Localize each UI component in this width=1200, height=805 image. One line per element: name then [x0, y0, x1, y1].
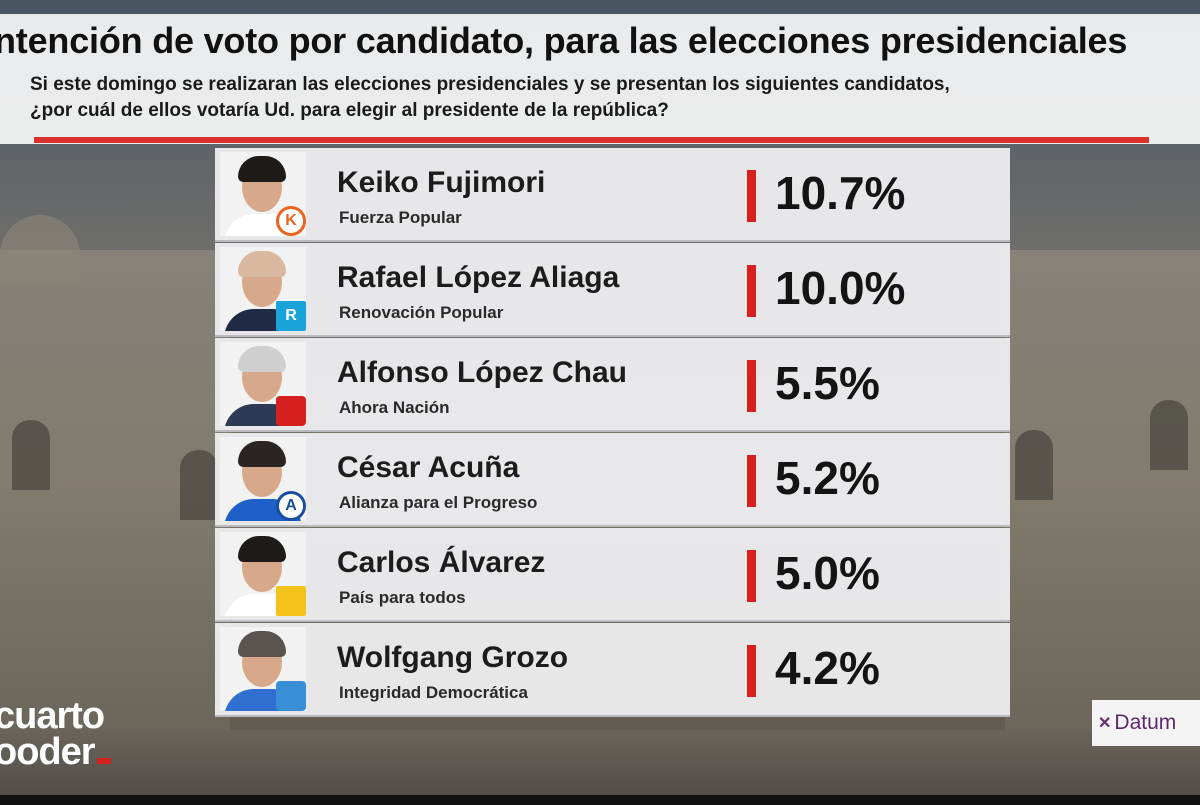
vote-percentage: 10.0% [775, 262, 906, 314]
candidate-photo: R [220, 247, 306, 331]
candidate-name: Rafael López Aliaga [337, 261, 620, 294]
candidate-photo [220, 627, 306, 711]
channel-logo-line-2: ooder [0, 731, 111, 773]
party-name: Integridad Democrática [339, 683, 528, 702]
candidate-photo-hair [238, 156, 286, 182]
vote-percentage: 5.2% [775, 452, 880, 504]
candidate-row: Wolfgang Grozo Integridad Democrática 4.2% [215, 623, 1010, 717]
party-name: Fuerza Popular [339, 208, 462, 227]
party-logo-icon [276, 396, 306, 426]
party-name: Alianza para el Progreso [339, 493, 538, 512]
channel-logo-word: ooder [0, 731, 96, 773]
candidate-photo-hair [238, 251, 286, 277]
pollster-logo: ✕ Datum [1092, 700, 1200, 746]
vote-percentage: 10.7% [775, 167, 906, 219]
building-window [1150, 400, 1188, 470]
vote-percentage: 5.0% [775, 547, 880, 599]
subtitle-line-1: Si este domingo se realizaran las elecci… [30, 74, 950, 95]
candidate-photo-hair [238, 631, 286, 657]
value-marker [747, 170, 756, 222]
party-logo-icon [276, 586, 306, 616]
candidate-name: César Acuña [337, 451, 520, 484]
vote-percentage: 4.2% [775, 642, 880, 694]
candidate-row: Carlos Álvarez País para todos 5.0% [215, 528, 1010, 622]
subtitle-line-2: ¿por cuál de ellos votaría Ud. para eleg… [30, 100, 669, 121]
candidate-name: Alfonso López Chau [337, 356, 627, 389]
building-window [180, 450, 218, 520]
value-marker [747, 550, 756, 602]
candidate-name: Carlos Álvarez [337, 546, 546, 579]
building-window [12, 420, 50, 490]
candidate-photo: A [220, 437, 306, 521]
channel-logo-line-1: cuarto [0, 695, 105, 737]
candidate-photo: K [220, 152, 306, 236]
building-left [0, 250, 230, 805]
candidate-photo-hair [238, 346, 286, 372]
party-logo-icon: A [276, 491, 306, 521]
party-logo-icon [276, 681, 306, 711]
party-logo-icon: K [276, 206, 306, 236]
candidate-name: Keiko Fujimori [337, 166, 546, 199]
building-window [1015, 430, 1053, 500]
building-dome [0, 215, 80, 285]
candidate-row: A César Acuña Alianza para el Progreso 5.2% [215, 433, 1010, 527]
chart-subtitle: Si este domingo se realizaran las elecci… [30, 72, 1180, 124]
party-name: Renovación Popular [339, 303, 504, 322]
value-marker [747, 645, 756, 697]
channel-logo: cuarto ooder [0, 695, 111, 773]
candidate-photo-hair [238, 536, 286, 562]
candidate-photo [220, 342, 306, 426]
candidate-photo-hair [238, 441, 286, 467]
datum-icon: ✕ [1098, 715, 1112, 732]
value-marker [747, 360, 756, 412]
channel-logo-dot [96, 758, 111, 764]
value-marker [747, 265, 756, 317]
candidate-photo [220, 532, 306, 616]
title-underline [34, 137, 1149, 143]
candidate-name: Wolfgang Grozo [337, 641, 569, 674]
candidate-row: R Rafael López Aliaga Renovación Popular 10… [215, 243, 1010, 337]
value-marker [747, 455, 756, 507]
party-logo-icon: R [276, 301, 306, 331]
chart-title: ntención de voto por candidato, para las… [0, 20, 1128, 61]
candidate-row: Alfonso López Chau Ahora Nación 5.5% [215, 338, 1010, 432]
pollster-name: Datum [1114, 711, 1177, 734]
party-name: Ahora Nación [339, 398, 450, 417]
party-name: País para todos [339, 588, 466, 607]
plaza-ground [0, 730, 1200, 805]
candidate-row: K Keiko Fujimori Fuerza Popular 10.7% [215, 148, 1010, 242]
header-band [0, 14, 1200, 144]
screen-bezel [0, 795, 1200, 805]
vote-percentage: 5.5% [775, 357, 880, 409]
